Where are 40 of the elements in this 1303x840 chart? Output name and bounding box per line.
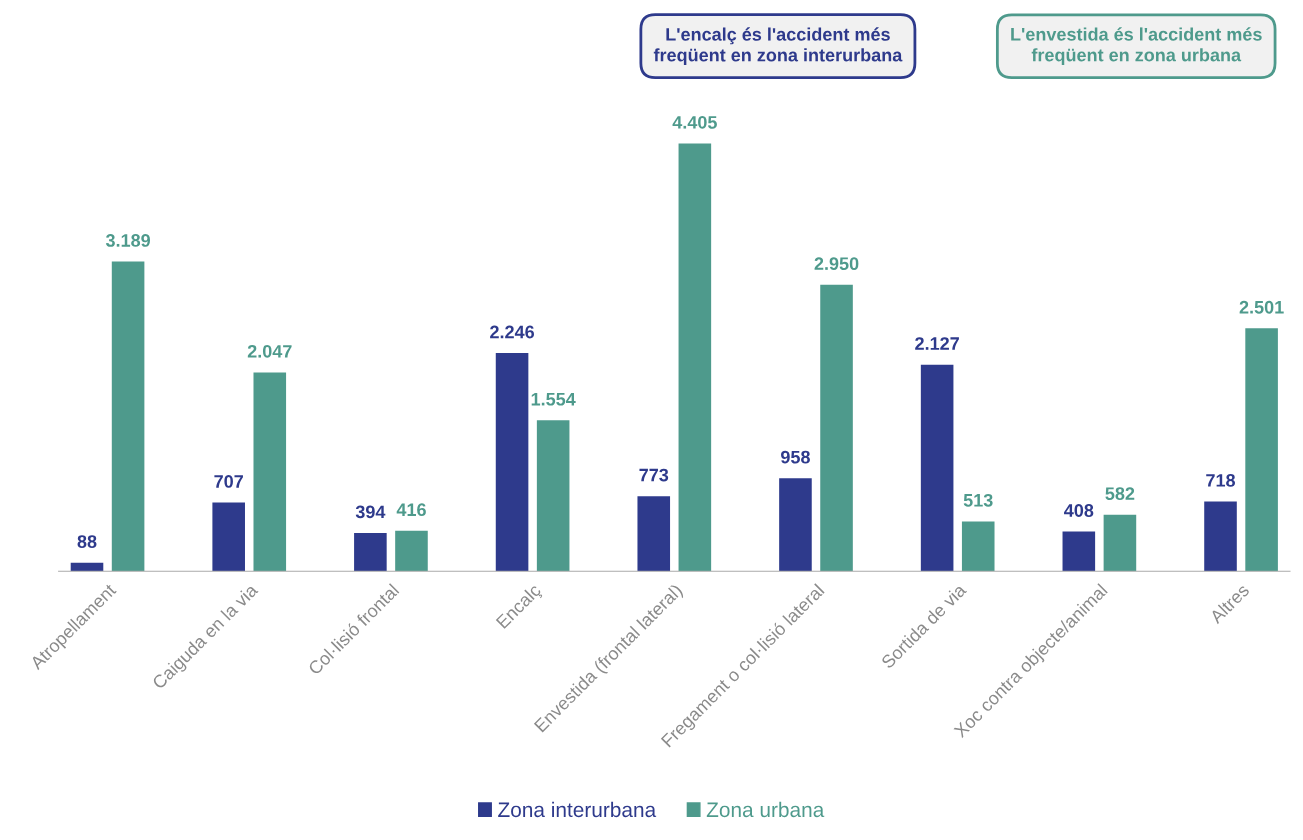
data-label: 582 xyxy=(1105,487,1135,500)
bar xyxy=(961,521,995,572)
bar xyxy=(1062,531,1096,572)
data-label: 2.950 xyxy=(814,257,859,271)
data-label: 2.246 xyxy=(490,325,535,339)
data-label: 1.554 xyxy=(531,393,576,406)
data-label: 4.405 xyxy=(672,115,717,129)
data-label: 958 xyxy=(781,450,810,464)
legend-label: Zona interurbana xyxy=(498,801,657,818)
bar xyxy=(637,496,671,572)
bar xyxy=(1204,501,1237,572)
bar xyxy=(779,478,812,572)
bar xyxy=(820,284,853,572)
bar xyxy=(253,372,287,572)
data-label: 88 xyxy=(77,535,97,548)
data-label: 2.047 xyxy=(247,344,292,358)
bar xyxy=(70,562,104,572)
bar xyxy=(111,261,145,572)
text: L'encalç és l'accident més freqüent en zona interurbana xyxy=(653,27,903,66)
legend-label: Zona urbana xyxy=(706,801,825,818)
data-label: 718 xyxy=(1206,474,1236,487)
data-label: 2.501 xyxy=(1239,300,1284,314)
data-label: 513 xyxy=(963,493,993,507)
bar xyxy=(354,532,387,572)
data-label: 416 xyxy=(396,503,426,517)
bar xyxy=(212,502,245,572)
bar xyxy=(678,143,712,572)
text: L'envestida és l'accident més freqüent en zona urbana xyxy=(1011,27,1262,65)
bar xyxy=(1245,328,1278,572)
data-label: 3.189 xyxy=(105,234,151,247)
bar xyxy=(1103,514,1137,572)
bar xyxy=(920,364,954,572)
bar xyxy=(495,353,529,572)
data-label: 408 xyxy=(1064,504,1094,517)
data-label: 707 xyxy=(214,475,243,488)
data-label: 773 xyxy=(639,468,669,482)
bar xyxy=(536,420,570,572)
data-label: 394 xyxy=(355,505,386,519)
bar xyxy=(395,530,428,572)
data-label: 2.127 xyxy=(915,337,959,350)
